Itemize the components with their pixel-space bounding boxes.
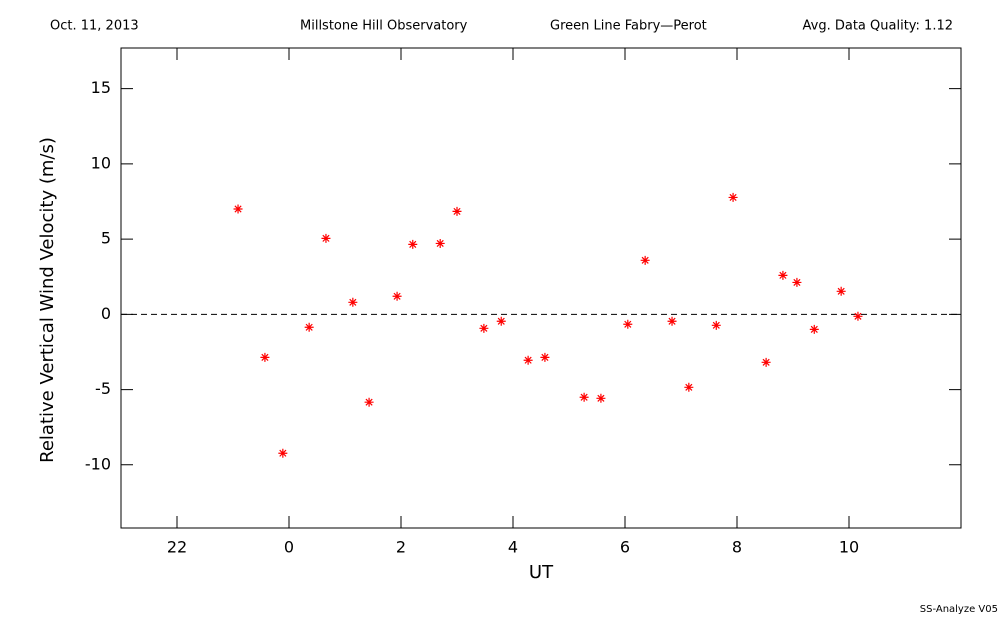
data-point bbox=[853, 311, 863, 321]
data-point bbox=[778, 270, 788, 280]
data-point bbox=[579, 392, 589, 402]
data-point bbox=[233, 204, 243, 214]
data-point bbox=[392, 291, 402, 301]
x-tick-label: 0 bbox=[284, 538, 294, 557]
date: Oct. 11, 2013 bbox=[50, 19, 139, 34]
y-tick-label: 5 bbox=[101, 229, 111, 248]
data-point bbox=[809, 324, 819, 334]
data-point bbox=[452, 206, 462, 216]
data-point bbox=[479, 323, 489, 333]
x-tick-label: 22 bbox=[167, 538, 187, 557]
y-tick-label: 10 bbox=[91, 153, 111, 172]
data-point bbox=[711, 320, 721, 330]
y-tick-label: -5 bbox=[95, 379, 111, 398]
instrument: Green Line Fabry—Perot bbox=[550, 19, 707, 34]
x-tick-label: 2 bbox=[396, 538, 406, 557]
observatory: Millstone Hill Observatory bbox=[300, 19, 468, 34]
data-point bbox=[761, 357, 771, 367]
data-point bbox=[836, 286, 846, 296]
data-quality: Avg. Data Quality: 1.12 bbox=[803, 19, 953, 34]
y-tick-label: 15 bbox=[91, 78, 111, 97]
data-point bbox=[540, 352, 550, 362]
plot-frame bbox=[120, 47, 962, 529]
data-point bbox=[496, 316, 506, 326]
data-point bbox=[792, 277, 802, 287]
data-point bbox=[408, 239, 418, 249]
data-point bbox=[260, 352, 270, 362]
x-tick-label: 6 bbox=[620, 538, 630, 557]
x-tick-label: 8 bbox=[732, 538, 742, 557]
footer: SS-Analyze V05 bbox=[920, 604, 998, 615]
data-point bbox=[596, 393, 606, 403]
data-point bbox=[435, 238, 445, 248]
x-tick-label: 10 bbox=[839, 538, 859, 557]
data-point bbox=[321, 233, 331, 243]
data-point bbox=[278, 448, 288, 458]
x-tick-label: 4 bbox=[508, 538, 518, 557]
y-tick-label: 0 bbox=[101, 304, 111, 323]
data-point bbox=[623, 319, 633, 329]
data-point bbox=[364, 397, 374, 407]
data-point bbox=[684, 382, 694, 392]
data-point bbox=[640, 255, 650, 265]
data-point bbox=[667, 316, 677, 326]
y-tick-label: -10 bbox=[85, 454, 111, 473]
x-axis-label: UT bbox=[529, 562, 554, 583]
y-axis-label: Relative Vertical Wind Velocity (m/s) bbox=[37, 137, 58, 463]
data-point bbox=[523, 355, 533, 365]
data-point bbox=[304, 322, 314, 332]
data-point bbox=[728, 192, 738, 202]
data-point bbox=[348, 297, 358, 307]
